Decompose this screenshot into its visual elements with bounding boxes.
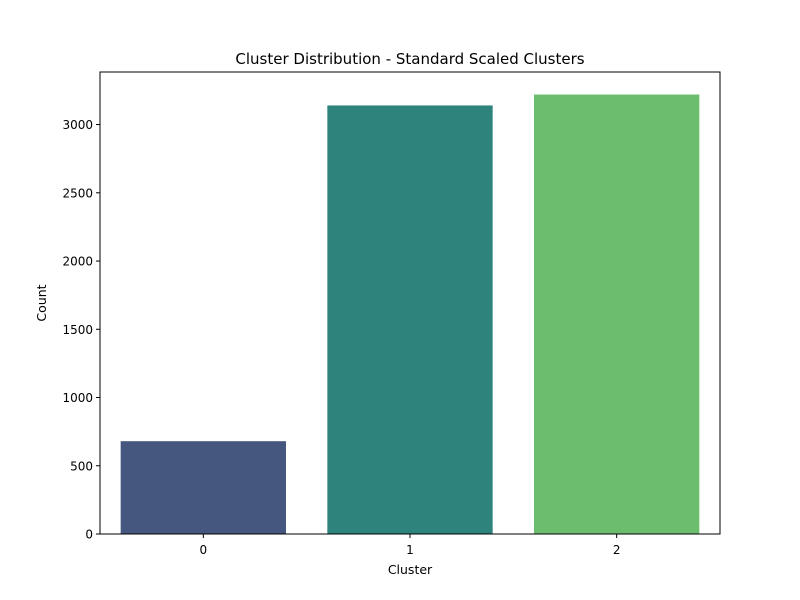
x-axis-ticks: 0 1 2 (200, 534, 621, 557)
y-axis-label: Count (34, 284, 49, 321)
x-tick-label: 0 (200, 543, 208, 557)
y-tick-label: 2000 (62, 255, 93, 269)
y-tick-label: 0 (85, 528, 93, 542)
y-tick-label: 3000 (62, 118, 93, 132)
chart-title: Cluster Distribution - Standard Scaled C… (235, 50, 584, 68)
bar-cluster-1 (327, 105, 493, 535)
bars-group (120, 94, 700, 535)
x-tick-label: 1 (406, 543, 414, 557)
y-tick-label: 1500 (62, 323, 93, 337)
y-tick-label: 500 (70, 459, 93, 473)
y-axis-ticks: 0 500 1000 1500 2000 2500 3000 (62, 118, 100, 542)
bar-cluster-0 (120, 441, 287, 534)
x-axis-label: Cluster (388, 562, 433, 577)
plot-frame (99, 71, 721, 535)
x-tick-label: 2 (613, 543, 621, 557)
y-tick-label: 2500 (62, 186, 93, 200)
y-tick-label: 1000 (62, 391, 93, 405)
bar-cluster-2 (534, 94, 700, 534)
